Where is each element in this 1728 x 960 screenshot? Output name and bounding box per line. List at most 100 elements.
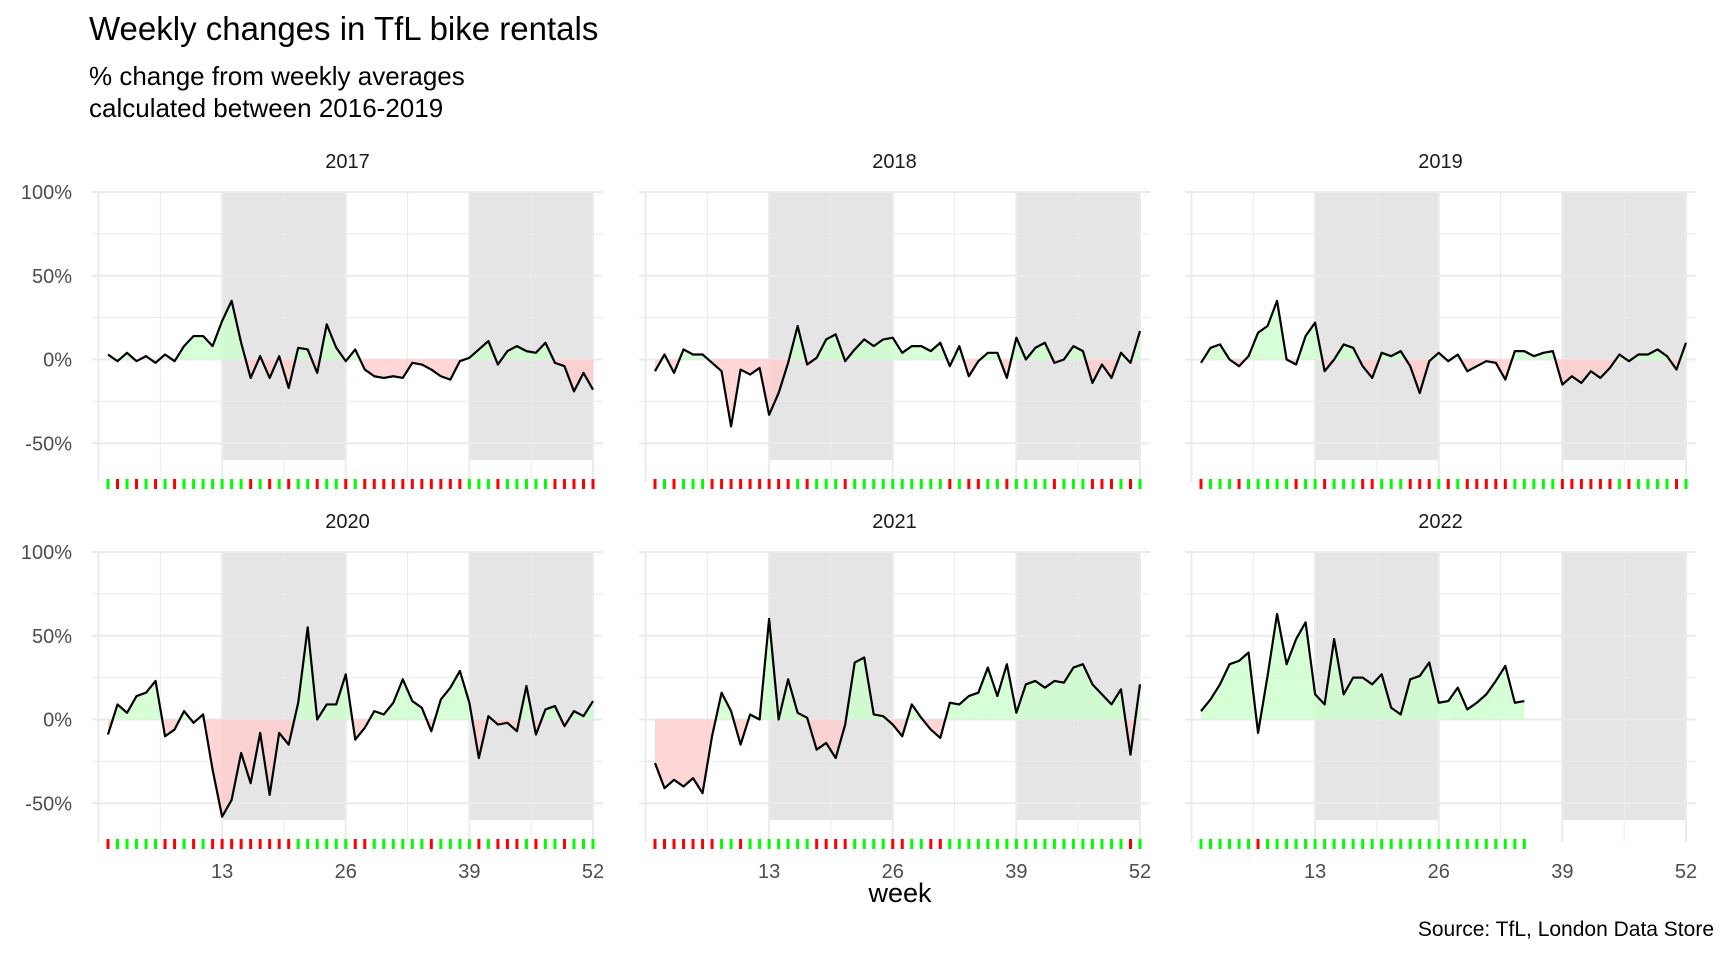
- facet-title-2019: 2019: [1418, 151, 1463, 173]
- area-positive: [864, 339, 874, 360]
- area-negative: [816, 719, 827, 750]
- area-negative: [231, 719, 242, 800]
- area-positive: [968, 692, 979, 720]
- y-tick-label: 50%: [32, 626, 72, 648]
- area-positive: [854, 657, 865, 720]
- area-positive: [1495, 665, 1506, 720]
- facet-title-2020: 2020: [325, 511, 370, 533]
- facet-title-2018: 2018: [872, 151, 917, 173]
- area-negative: [393, 359, 403, 378]
- area-positive: [336, 674, 346, 720]
- area-negative: [655, 719, 665, 789]
- area-positive: [1305, 322, 1316, 360]
- area-positive: [212, 320, 223, 360]
- area-negative: [279, 719, 289, 745]
- area-negative: [383, 359, 394, 378]
- area-positive: [516, 346, 527, 360]
- area-positive: [402, 679, 413, 720]
- y-tick-label: -50%: [25, 433, 72, 455]
- area-positive: [1362, 677, 1373, 720]
- area-negative: [583, 359, 593, 390]
- area-positive: [930, 342, 941, 360]
- area-negative: [355, 719, 365, 740]
- area-positive: [693, 354, 703, 360]
- area-positive: [1210, 344, 1221, 360]
- area-positive: [1111, 689, 1121, 720]
- series-line-2020: [106, 626, 594, 818]
- area-positive: [478, 341, 489, 360]
- area-positive: [1054, 680, 1064, 720]
- x-tick-label: 13: [758, 861, 780, 883]
- area-negative: [165, 719, 175, 737]
- area-positive: [326, 704, 337, 720]
- area-positive: [450, 670, 460, 720]
- area-negative: [421, 359, 432, 370]
- area-positive: [1267, 300, 1278, 360]
- facet-title-2017: 2017: [325, 151, 370, 173]
- area-negative: [750, 359, 760, 375]
- area-positive: [911, 346, 922, 360]
- area-negative: [573, 359, 584, 392]
- area-positive: [921, 346, 931, 360]
- area-negative: [431, 359, 441, 377]
- area-negative: [364, 359, 375, 377]
- area-positive: [987, 352, 998, 360]
- area-positive: [1220, 664, 1230, 720]
- area-positive: [535, 342, 546, 360]
- series-line-2017: [107, 299, 594, 393]
- x-tick-label: 39: [458, 861, 480, 883]
- area-positive: [412, 701, 422, 720]
- area-positive: [1486, 680, 1496, 720]
- area-negative: [674, 719, 684, 787]
- area-positive: [507, 346, 517, 360]
- area-positive: [1372, 674, 1382, 720]
- area-positive: [1419, 662, 1430, 720]
- area-positive: [1438, 701, 1449, 720]
- area-negative: [212, 719, 223, 817]
- area-positive: [1239, 652, 1249, 720]
- area-positive: [1467, 702, 1477, 720]
- area-positive: [1073, 664, 1083, 720]
- x-tick-label: 52: [1675, 861, 1697, 883]
- area-negative: [1467, 359, 1477, 372]
- area-positive: [459, 670, 470, 720]
- x-tick-label: 39: [1551, 861, 1573, 883]
- area-positive: [1647, 349, 1658, 360]
- area-positive: [440, 687, 451, 720]
- area-positive: [978, 667, 988, 720]
- area-negative: [374, 359, 384, 378]
- area-positive: [959, 696, 969, 720]
- area-positive: [997, 664, 1007, 720]
- area-negative: [1600, 359, 1610, 378]
- area-positive: [1277, 613, 1287, 720]
- area-positive: [1229, 660, 1240, 720]
- series-line-2018: [654, 324, 1142, 428]
- area-negative: [1581, 359, 1591, 383]
- area-positive: [873, 339, 884, 360]
- area-positive: [1514, 351, 1525, 360]
- series-line-2019: [1200, 299, 1688, 395]
- facet-title-2022: 2022: [1418, 511, 1463, 533]
- area-positive: [1258, 326, 1268, 360]
- area-positive: [1073, 346, 1083, 360]
- area-negative: [241, 719, 251, 784]
- facet-title-2021: 2021: [872, 511, 917, 533]
- area-negative: [664, 719, 675, 789]
- area-positive: [117, 704, 128, 720]
- area-positive: [902, 346, 912, 360]
- chart-title: Weekly changes in TfL bike rentals: [89, 10, 599, 47]
- y-tick-label: 0%: [43, 710, 72, 732]
- y-tick-label: -50%: [25, 793, 72, 815]
- x-tick-label: 13: [211, 861, 233, 883]
- area-positive: [326, 324, 337, 360]
- y-tick-label: 50%: [32, 266, 72, 288]
- area-positive: [1343, 344, 1354, 360]
- x-tick-label: 39: [1005, 861, 1027, 883]
- area-positive: [1353, 677, 1363, 720]
- area-positive: [854, 339, 865, 360]
- area-negative: [740, 359, 751, 375]
- area-negative: [826, 719, 836, 759]
- area-negative: [1590, 359, 1601, 378]
- area-negative: [930, 719, 941, 738]
